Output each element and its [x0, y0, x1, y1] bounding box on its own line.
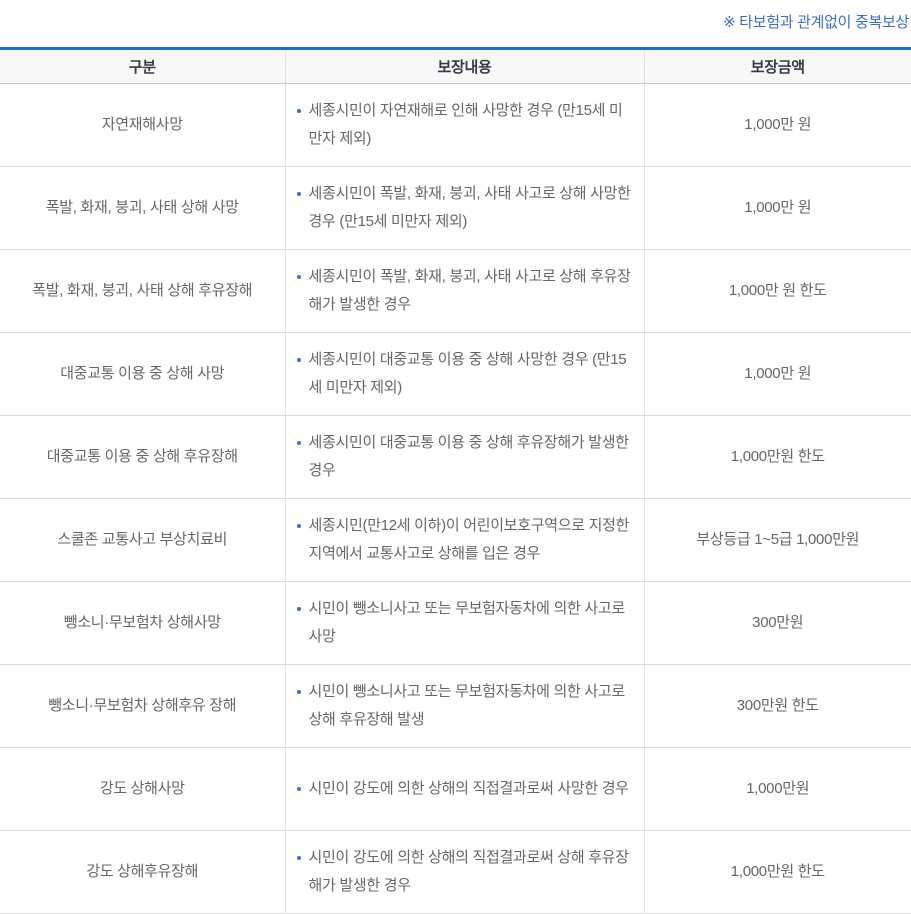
coverage-detail-cell: 시민이 뺑소니사고 또는 무보험자동차에 의한 사고로 사망: [285, 581, 645, 665]
header-row: 구분 보장내용 보장금액: [0, 48, 911, 84]
table-row: 폭발, 화재, 붕괴, 사태 상해 후유장해 세종시민이 폭발, 화재, 붕괴,…: [0, 249, 911, 333]
coverage-detail-cell: 세종시민이 폭발, 화재, 붕괴, 사태 사고로 상해 사망한 경우 (만15세…: [285, 166, 645, 250]
category-cell: 대중교통 이용 중 상해 후유장해: [0, 415, 286, 499]
coverage-detail-item: 시민이 뺑소니사고 또는 무보험자동차에 의한 사고로 사망: [296, 595, 634, 651]
coverage-amount-cell: 300만원: [644, 581, 911, 665]
duplicate-compensation-note: ※ 타보험과 관계없이 중복보상: [723, 14, 909, 31]
bullet-dot-icon: [296, 524, 301, 528]
bullet-dot-icon: [296, 607, 301, 611]
coverage-detail-text: 세종시민이 대중교통 이용 중 상해 후유장해가 발생한 경우: [308, 434, 630, 479]
table-row: 폭발, 화재, 붕괴, 사태 상해 사망 세종시민이 폭발, 화재, 붕괴, 사…: [0, 166, 911, 250]
coverage-detail-text: 세종시민이 폭발, 화재, 붕괴, 사태 사고로 상해 사망한 경우 (만15세…: [308, 185, 631, 230]
bullet-dot-icon: [296, 192, 301, 196]
category-cell: 대중교통 이용 중 상해 사망: [0, 332, 286, 416]
bullet-dot-icon: [296, 690, 301, 694]
coverage-detail-cell: 세종시민이 폭발, 화재, 붕괴, 사태 사고로 상해 후유장해가 발생한 경우: [285, 249, 645, 333]
coverage-detail-item: 세종시민이 폭발, 화재, 붕괴, 사태 사고로 상해 사망한 경우 (만15세…: [296, 180, 634, 236]
category-cell: 스쿨존 교통사고 부상치료비: [0, 498, 286, 582]
coverage-detail-item: 시민이 강도에 의한 상해의 직접결과로써 상해 후유장해가 발생한 경우: [296, 844, 634, 900]
category-cell: 폭발, 화재, 붕괴, 사태 상해 사망: [0, 166, 286, 250]
coverage-detail-text: 세종시민이 폭발, 화재, 붕괴, 사태 사고로 상해 후유장해가 발생한 경우: [308, 268, 631, 313]
coverage-amount-cell: 1,000만 원: [644, 83, 911, 167]
coverage-detail-text: 시민이 강도에 의한 상해의 직접결과로써 사망한 경우: [308, 780, 630, 797]
coverage-amount-cell: 1,000만 원 한도: [644, 249, 911, 333]
coverage-detail-item: 세종시민이 폭발, 화재, 붕괴, 사태 사고로 상해 후유장해가 발생한 경우: [296, 263, 634, 319]
bullet-dot-icon: [296, 275, 301, 279]
coverage-amount-cell: 1,000만원 한도: [644, 415, 911, 499]
column-header-coverage-details: 보장내용: [285, 48, 645, 84]
coverage-detail-item: 세종시민이 자연재해로 인해 사망한 경우 (만15세 미만자 제외): [296, 97, 634, 153]
column-header-category: 구분: [0, 48, 286, 84]
bullet-dot-icon: [296, 358, 301, 362]
category-cell: 강도 상해후유장해: [0, 830, 286, 914]
coverage-amount-cell: 부상등급 1~5급 1,000만원: [644, 498, 911, 582]
coverage-amount-cell: 1,000만 원: [644, 332, 911, 416]
table-row: 스쿨존 교통사고 부상치료비 세종시민(만12세 이하)이 어린이보호구역으로 …: [0, 498, 911, 582]
table-row: 대중교통 이용 중 상해 사망 세종시민이 대중교통 이용 중 상해 사망한 경…: [0, 332, 911, 416]
coverage-table-body: 자연재해사망 세종시민이 자연재해로 인해 사망한 경우 (만15세 미만자 제…: [0, 83, 911, 914]
bullet-dot-icon: [296, 856, 301, 860]
coverage-amount-cell: 1,000만 원: [644, 166, 911, 250]
coverage-detail-item: 시민이 강도에 의한 상해의 직접결과로써 사망한 경우: [296, 775, 634, 803]
table-row: 뺑소니·무보험차 상해후유 장해 시민이 뺑소니사고 또는 무보험자동차에 의한…: [0, 664, 911, 748]
bullet-dot-icon: [296, 787, 301, 791]
column-header-coverage-amount: 보장금액: [644, 48, 911, 84]
category-cell: 뺑소니·무보험차 상해사망: [0, 581, 286, 665]
table-row: 뺑소니·무보험차 상해사망 시민이 뺑소니사고 또는 무보험자동차에 의한 사고…: [0, 581, 911, 665]
coverage-detail-cell: 시민이 강도에 의한 상해의 직접결과로써 상해 후유장해가 발생한 경우: [285, 830, 645, 914]
bullet-dot-icon: [296, 441, 301, 445]
table-row: 자연재해사망 세종시민이 자연재해로 인해 사망한 경우 (만15세 미만자 제…: [0, 83, 911, 167]
coverage-table-header: 구분 보장내용 보장금액: [0, 48, 911, 84]
coverage-detail-text: 세종시민이 자연재해로 인해 사망한 경우 (만15세 미만자 제외): [308, 102, 623, 147]
coverage-detail-text: 시민이 강도에 의한 상해의 직접결과로써 상해 후유장해가 발생한 경우: [308, 849, 630, 894]
coverage-detail-text: 시민이 뺑소니사고 또는 무보험자동차에 의한 사고로 상해 후유장해 발생: [308, 683, 626, 728]
coverage-detail-item: 세종시민(만12세 이하)이 어린이보호구역으로 지정한 지역에서 교통사고로 …: [296, 512, 634, 568]
coverage-detail-cell: 세종시민이 자연재해로 인해 사망한 경우 (만15세 미만자 제외): [285, 83, 645, 167]
table-row: 강도 상해후유장해 시민이 강도에 의한 상해의 직접결과로써 상해 후유장해가…: [0, 830, 911, 914]
category-cell: 뺑소니·무보험차 상해후유 장해: [0, 664, 286, 748]
coverage-detail-cell: 시민이 뺑소니사고 또는 무보험자동차에 의한 사고로 상해 후유장해 발생: [285, 664, 645, 748]
coverage-amount-cell: 1,000만원: [644, 747, 911, 831]
coverage-table: 구분 보장내용 보장금액 자연재해사망 세종시민이 자연재해로 인해 사망한 경…: [0, 47, 911, 914]
coverage-detail-item: 세종시민이 대중교통 이용 중 상해 사망한 경우 (만15세 미만자 제외): [296, 346, 634, 402]
bullet-dot-icon: [296, 109, 301, 113]
category-cell: 강도 상해사망: [0, 747, 286, 831]
coverage-detail-item: 시민이 뺑소니사고 또는 무보험자동차에 의한 사고로 상해 후유장해 발생: [296, 678, 634, 734]
table-row: 대중교통 이용 중 상해 후유장해 세종시민이 대중교통 이용 중 상해 후유장…: [0, 415, 911, 499]
coverage-detail-cell: 세종시민이 대중교통 이용 중 상해 사망한 경우 (만15세 미만자 제외): [285, 332, 645, 416]
coverage-amount-cell: 300만원 한도: [644, 664, 911, 748]
coverage-detail-text: 세종시민이 대중교통 이용 중 상해 사망한 경우 (만15세 미만자 제외): [308, 351, 627, 396]
coverage-amount-cell: 1,000만원 한도: [644, 830, 911, 914]
coverage-detail-text: 세종시민(만12세 이하)이 어린이보호구역으로 지정한 지역에서 교통사고로 …: [308, 517, 630, 562]
coverage-detail-cell: 세종시민(만12세 이하)이 어린이보호구역으로 지정한 지역에서 교통사고로 …: [285, 498, 645, 582]
category-cell: 자연재해사망: [0, 83, 286, 167]
coverage-detail-item: 세종시민이 대중교통 이용 중 상해 후유장해가 발생한 경우: [296, 429, 634, 485]
coverage-detail-text: 시민이 뺑소니사고 또는 무보험자동차에 의한 사고로 사망: [308, 600, 626, 645]
coverage-detail-cell: 시민이 강도에 의한 상해의 직접결과로써 사망한 경우: [285, 747, 645, 831]
coverage-detail-cell: 세종시민이 대중교통 이용 중 상해 후유장해가 발생한 경우: [285, 415, 645, 499]
category-cell: 폭발, 화재, 붕괴, 사태 상해 후유장해: [0, 249, 286, 333]
table-row: 강도 상해사망 시민이 강도에 의한 상해의 직접결과로써 사망한 경우 1,0…: [0, 747, 911, 831]
